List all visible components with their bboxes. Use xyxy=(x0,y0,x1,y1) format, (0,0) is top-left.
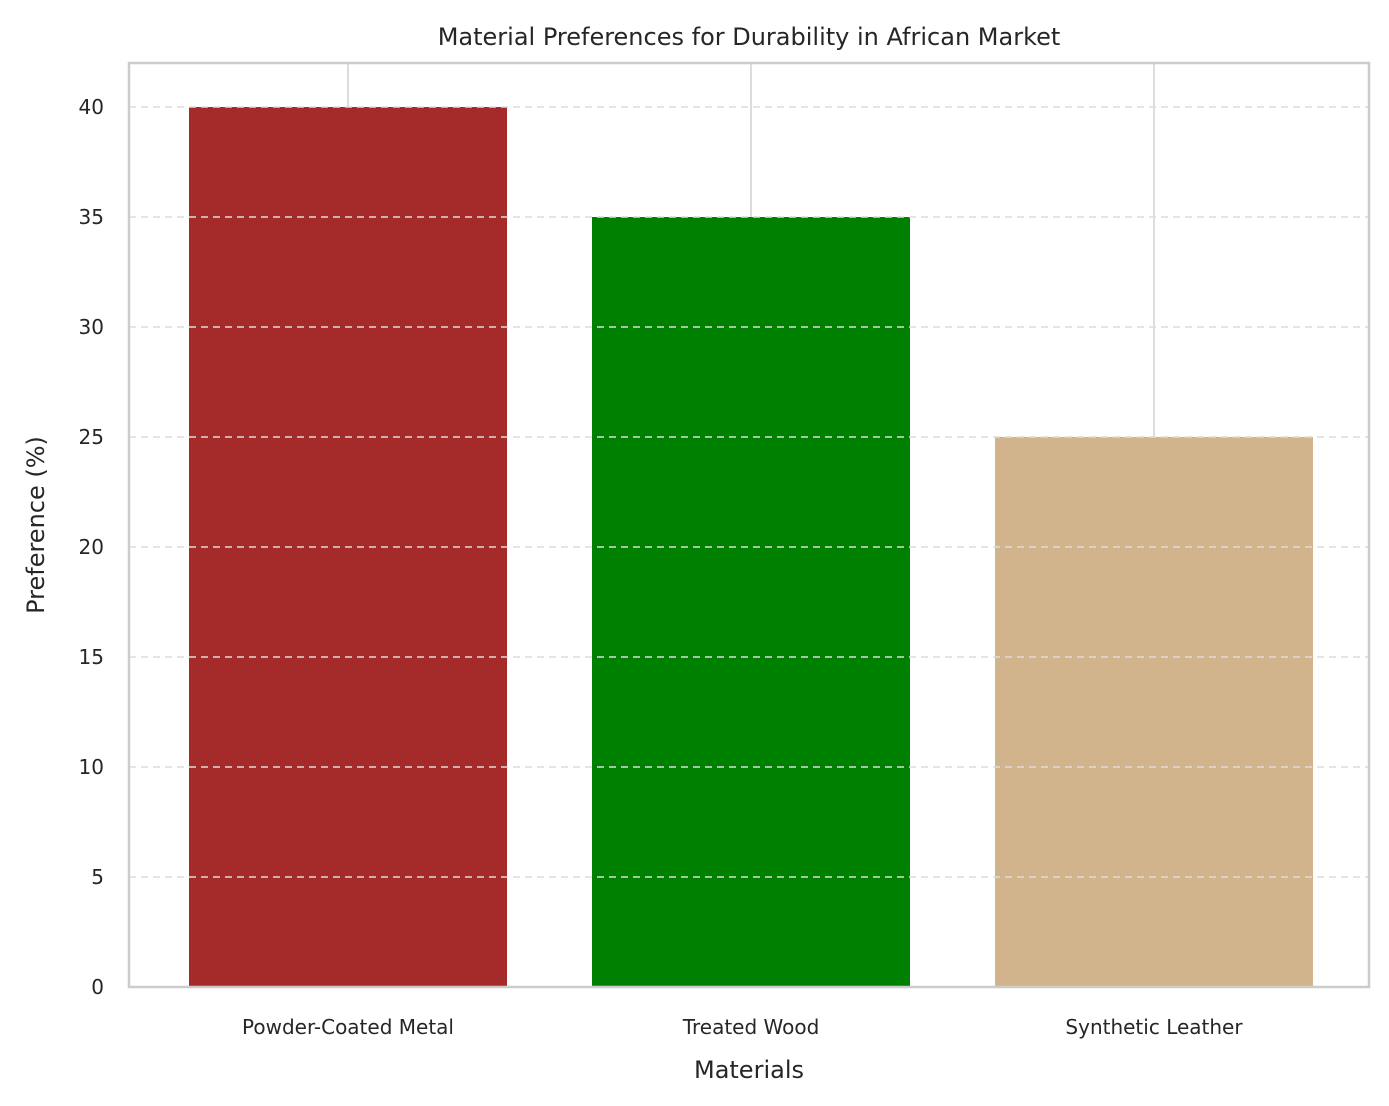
y-tick-label: 20 xyxy=(79,535,104,559)
y-tick-label: 10 xyxy=(79,755,104,779)
y-tick-label: 25 xyxy=(79,425,104,449)
plot-frame xyxy=(127,61,1371,989)
chart-title: Material Preferences for Durability in A… xyxy=(438,23,1061,51)
y-tick-label: 35 xyxy=(79,205,104,229)
y-tick-label: 40 xyxy=(79,95,104,119)
bar-treated-wood xyxy=(592,217,910,987)
y-tick-label: 5 xyxy=(91,865,104,889)
x-axis-label: Materials xyxy=(694,1056,804,1084)
y-tick-label: 30 xyxy=(79,315,104,339)
x-tick-label: Treated Wood xyxy=(682,1015,820,1039)
y-tick-labels: 0 5 10 15 20 25 30 35 40 xyxy=(79,95,104,999)
y-tick-label: 0 xyxy=(91,975,104,999)
y-axis-label: Preference (%) xyxy=(22,436,50,614)
x-tick-label: Powder-Coated Metal xyxy=(242,1015,454,1039)
y-tick-label: 15 xyxy=(79,645,104,669)
bars-layer xyxy=(129,106,1369,987)
x-tick-label: Synthetic Leather xyxy=(1065,1015,1243,1039)
bar-synthetic-leather xyxy=(995,437,1313,987)
x-tick-labels: Powder-Coated Metal Treated Wood Synthetic… xyxy=(242,1015,1243,1039)
